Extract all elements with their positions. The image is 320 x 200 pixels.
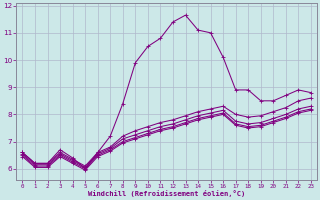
X-axis label: Windchill (Refroidissement éolien,°C): Windchill (Refroidissement éolien,°C) xyxy=(88,190,245,197)
